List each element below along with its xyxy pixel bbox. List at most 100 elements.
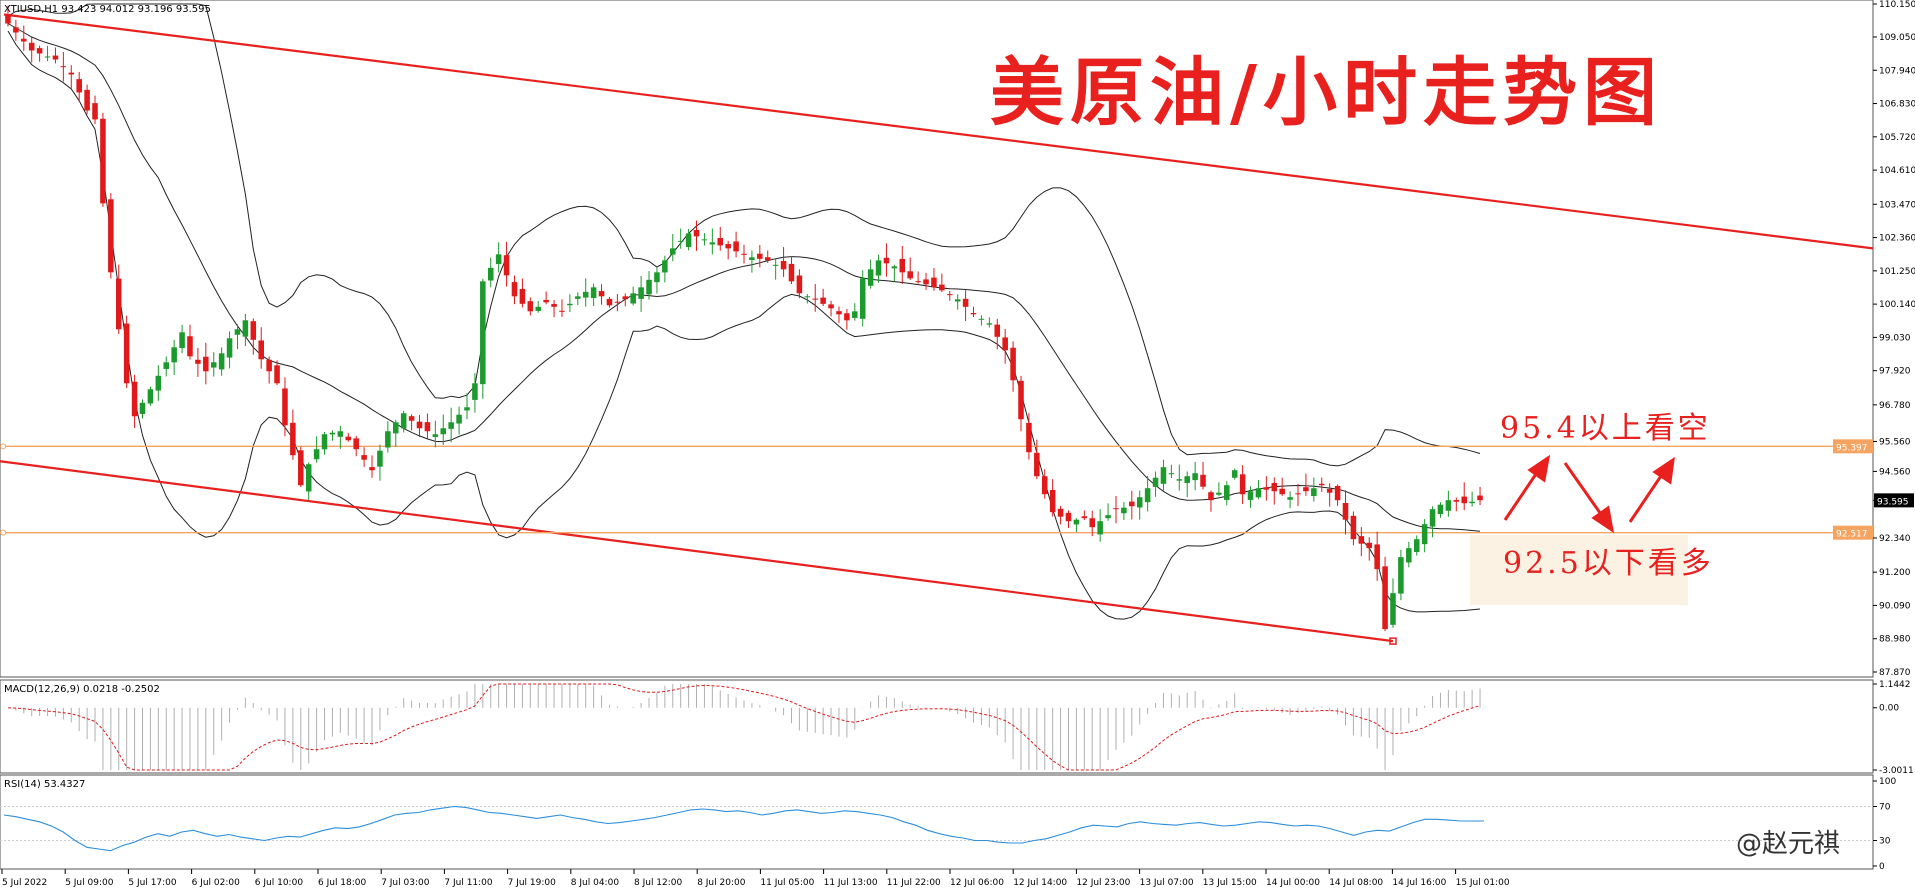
candle-body	[915, 281, 921, 283]
candle-body	[923, 279, 929, 285]
candle-body	[1010, 347, 1016, 381]
candle-body	[1113, 508, 1119, 510]
chart-title: 美原油/小时走势图	[990, 50, 1663, 136]
support-tag-text: 92.517	[1836, 530, 1868, 540]
candle-body	[187, 336, 193, 357]
candle-body	[1350, 515, 1357, 540]
candle-body	[1231, 470, 1238, 478]
candle-body	[606, 298, 613, 306]
candle-body	[234, 329, 241, 335]
candle-body	[353, 438, 359, 450]
candle-body	[701, 239, 708, 241]
macd-indicator: 1.1442 0.00 -3.0011	[7, 680, 1914, 776]
candle-body	[575, 296, 581, 299]
candle-body	[899, 258, 906, 273]
candle-body	[171, 347, 177, 363]
candle-body	[994, 324, 1001, 337]
candle-body	[68, 72, 75, 75]
candle-body	[1461, 496, 1467, 504]
price-tick-label: 97.920	[1879, 367, 1911, 377]
candle-body	[1160, 467, 1167, 484]
rsi-indicator: 100 70 30 0	[0, 777, 1896, 872]
candle-body	[242, 320, 249, 337]
time-tick-label: 15 Jul 01:00	[1456, 878, 1510, 888]
candle-body	[741, 253, 747, 255]
candle-body	[1342, 502, 1349, 520]
candle-body	[875, 260, 882, 276]
candle-body	[1326, 488, 1333, 493]
candle-body	[1263, 487, 1270, 490]
candle-body	[630, 293, 636, 304]
candle-body	[677, 240, 684, 242]
candle-body	[725, 244, 731, 249]
candle-body	[1429, 509, 1436, 527]
price-tick-label: 106.830	[1879, 100, 1915, 110]
time-tick-label: 12 Jul 14:00	[1013, 878, 1067, 888]
candle-body	[329, 432, 336, 435]
candle-body	[321, 434, 328, 450]
level-anchor	[0, 443, 6, 450]
candle-body	[670, 248, 676, 255]
candle-body	[5, 14, 11, 24]
candlesticks	[5, 5, 1483, 632]
price-tick-label: 101.250	[1879, 267, 1915, 277]
candle-body	[812, 298, 818, 300]
candle-body	[1224, 485, 1230, 500]
candle-body	[551, 303, 557, 307]
candle-body	[400, 413, 407, 429]
lower-channel-line	[0, 460, 1394, 643]
time-tick-label: 11 Jul 22:00	[887, 878, 941, 888]
candle-body	[772, 264, 779, 266]
candle-body	[1303, 487, 1309, 492]
candle-body	[100, 118, 106, 204]
price-tick-label: 99.030	[1879, 333, 1911, 343]
candle-body	[582, 291, 589, 298]
candle-body	[931, 277, 937, 288]
time-tick-label: 13 Jul 15:00	[1203, 878, 1257, 888]
candle-body	[907, 271, 913, 279]
bollinger-upper	[7, 3, 1481, 467]
candle-body	[1041, 476, 1048, 495]
candle-body	[1295, 493, 1301, 495]
price-tick-label: 102.360	[1879, 234, 1915, 244]
candle-body	[614, 301, 621, 303]
candle-body	[218, 353, 225, 370]
candle-body	[978, 318, 985, 320]
time-tick-label: 14 Jul 00:00	[1266, 878, 1320, 888]
candle-body	[1271, 482, 1278, 492]
candle-body	[820, 297, 826, 304]
candle-body	[693, 230, 700, 237]
macd-signal-line	[7, 683, 1481, 771]
candle-body	[203, 356, 209, 372]
level-anchor	[0, 529, 6, 536]
horizontal-levels: 95.397 92.517	[0, 439, 1873, 540]
watermark: @赵元祺	[1736, 829, 1840, 859]
candle-body	[796, 275, 803, 294]
time-tick-label: 6 Jul 10:00	[255, 878, 304, 888]
rsi-line	[3, 805, 1484, 852]
candle-body	[392, 422, 399, 434]
candle-body	[210, 362, 217, 368]
candle-body	[939, 284, 945, 291]
candle-body	[1390, 593, 1396, 625]
candle-body	[852, 311, 858, 318]
candle-body	[891, 266, 898, 269]
candle-body	[519, 288, 526, 304]
candle-body	[1129, 501, 1135, 507]
candle-body	[511, 282, 518, 297]
candle-body	[1255, 488, 1262, 498]
upper-channel-line	[3, 13, 1874, 250]
candle-body	[163, 362, 170, 369]
price-tick-label: 96.780	[1879, 401, 1911, 411]
time-tick-label: 5 Jul 09:00	[65, 878, 114, 888]
candle-body	[1168, 473, 1175, 475]
candle-body	[448, 422, 454, 429]
candle-body	[408, 416, 415, 421]
candle-body	[646, 279, 652, 295]
candle-body	[266, 359, 272, 372]
candle-body	[1192, 473, 1198, 481]
candle-body	[883, 257, 890, 264]
time-tick-label: 5 Jul 17:00	[128, 878, 177, 888]
candle-body	[1247, 491, 1254, 500]
macd-tick-label: 0.00	[1879, 704, 1899, 714]
